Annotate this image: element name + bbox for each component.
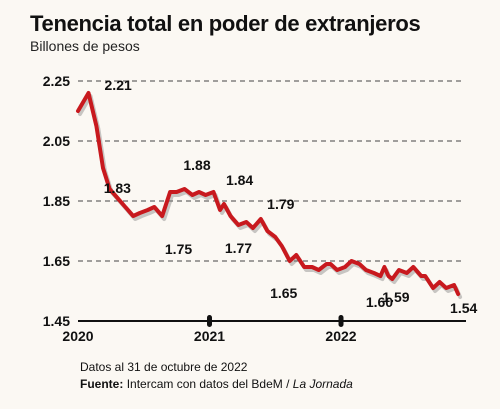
x-tick-labels: 2020 2021 2022 — [62, 328, 356, 344]
x-tick-mark-2021 — [207, 315, 213, 327]
y-tick-2.05: 2.05 — [43, 133, 70, 149]
data-labels: 2.21 1.83 1.88 1.75 1.84 1.79 1.77 1.65 1.601.59… — [104, 77, 478, 316]
data-label-1.65: 1.65 — [270, 285, 297, 301]
y-tick-2.25: 2.25 — [43, 73, 70, 89]
data-label-1.84: 1.84 — [226, 172, 253, 188]
chart-subtitle: Billones de pesos — [30, 38, 140, 54]
chart-title: Tenencia total en poder de extranjeros — [30, 11, 421, 36]
x-tick-mark-2022 — [338, 315, 344, 327]
x-axis — [78, 315, 466, 327]
y-tick-labels: 2.25 2.05 1.85 1.65 1.45 — [43, 73, 70, 329]
data-label-2.21: 2.21 — [105, 77, 132, 93]
y-tick-1.45: 1.45 — [43, 313, 70, 329]
series-line-0 — [76, 91, 461, 296]
source-outlet: La Jornada — [292, 377, 353, 391]
data-label-1.60: 1.60 — [366, 294, 393, 310]
y-tick-1.85: 1.85 — [43, 193, 70, 209]
data-label-1.79: 1.79 — [267, 196, 294, 212]
data-label-1.75: 1.75 — [165, 241, 192, 257]
data-label-1.54: 1.54 — [450, 300, 477, 316]
x-tick-2022: 2022 — [325, 328, 356, 344]
x-tick-2021: 2021 — [194, 328, 225, 344]
source-label: Fuente: — [80, 377, 124, 391]
gridlines — [78, 80, 462, 262]
source-text: Intercam con datos del BdeM / — [126, 377, 290, 391]
source-line: Fuente: Intercam con datos del BdeM / La… — [80, 377, 353, 391]
data-label-1.77: 1.77 — [225, 240, 252, 256]
data-label-1.88: 1.88 — [183, 157, 210, 173]
data-label-1.59: 1.59 — [382, 289, 409, 305]
y-tick-1.65: 1.65 — [43, 253, 70, 269]
x-tick-2020: 2020 — [62, 328, 93, 344]
data-label-1.83: 1.83 — [104, 180, 131, 196]
data-date-note: Datos al 31 de octubre de 2022 — [80, 360, 248, 374]
series-lines — [76, 91, 463, 299]
